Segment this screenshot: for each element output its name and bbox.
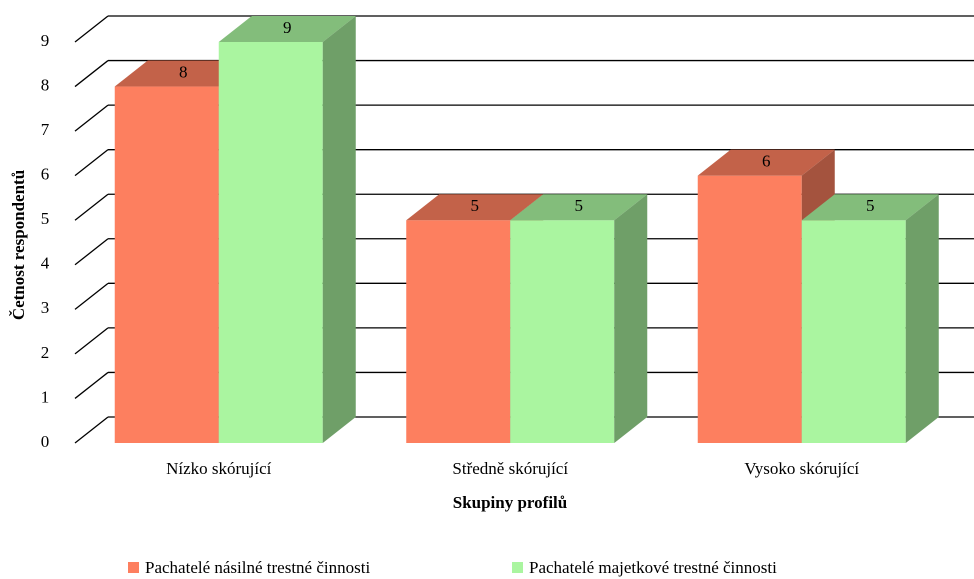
tick-diagonal [74, 371, 109, 399]
bar-top [697, 149, 835, 176]
tick-diagonal [74, 15, 109, 43]
bar-front [510, 220, 615, 443]
bar [801, 194, 939, 443]
y-tick-label: 2 [41, 343, 50, 362]
value-label: 9 [283, 18, 292, 37]
bar [697, 149, 835, 443]
bar-top [801, 194, 939, 221]
y-tick-label: 7 [41, 120, 50, 139]
value-label: 8 [179, 62, 188, 81]
y-axis-title: Četnost respondentů [9, 170, 28, 320]
x-tick-label: Vysoko skórující [744, 459, 859, 478]
legend-label: Pachatelé majetkové trestné činnosti [529, 558, 777, 577]
bar-side [322, 16, 356, 443]
y-tick-label: 5 [41, 209, 50, 228]
tick-diagonal [74, 238, 109, 266]
bar-top [114, 60, 252, 87]
y-tick-label: 0 [41, 432, 50, 451]
bar-front [406, 220, 511, 443]
legend-swatch [512, 562, 523, 573]
bar-front [801, 220, 906, 443]
bar-top [510, 194, 648, 221]
y-tick-label: 8 [41, 75, 50, 94]
value-label: 5 [575, 196, 584, 215]
tick-diagonal [74, 104, 109, 132]
tick-diagonal [74, 60, 109, 88]
bar-top [406, 194, 544, 221]
tick-diagonal [74, 149, 109, 177]
value-label: 5 [866, 196, 875, 215]
y-tick-label: 6 [41, 165, 50, 184]
y-tick-label: 4 [41, 254, 50, 273]
bar-front [697, 175, 802, 443]
x-tick-label: Středně skórující [452, 459, 568, 478]
bar [510, 194, 648, 443]
x-axis-title: Skupiny profilů [453, 493, 568, 512]
value-label: 6 [762, 152, 771, 171]
bar-front [218, 42, 323, 443]
bar [218, 16, 356, 443]
tick-diagonal [74, 327, 109, 355]
bar-side [614, 194, 648, 443]
tick-diagonal [74, 282, 109, 310]
bar-front [114, 86, 219, 444]
y-tick-label: 3 [41, 298, 50, 317]
tick-diagonal [74, 416, 109, 444]
y-tick-label: 9 [41, 31, 50, 50]
value-label: 5 [471, 196, 480, 215]
tick-diagonal [74, 193, 109, 221]
legend-label: Pachatelé násilné trestné činnosti [145, 558, 370, 577]
legend-swatch [128, 562, 139, 573]
bar-side [905, 194, 939, 443]
y-tick-label: 1 [41, 387, 50, 406]
bar-top [218, 16, 356, 42]
x-tick-label: Nízko skórující [166, 459, 272, 478]
